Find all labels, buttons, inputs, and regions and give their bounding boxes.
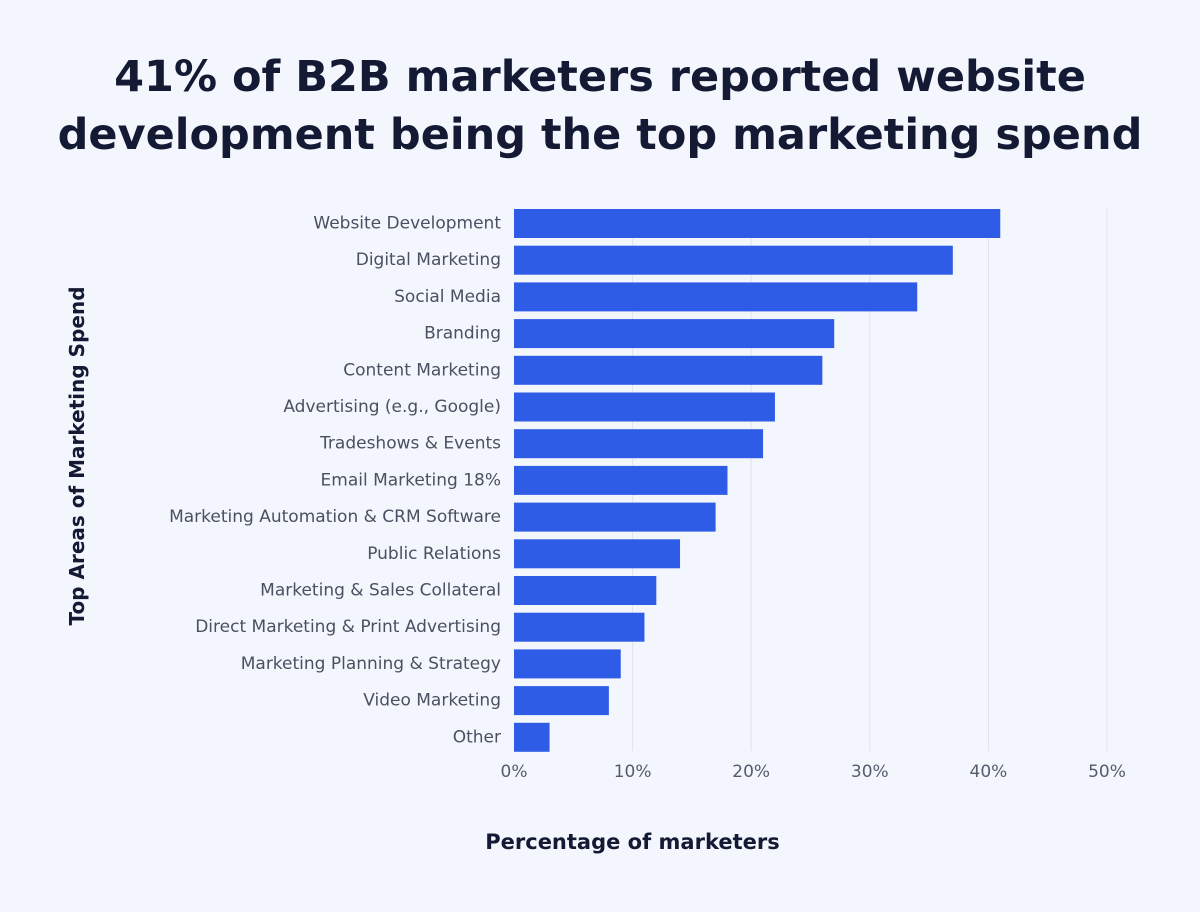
- x-axis-label: Percentage of marketers: [485, 830, 780, 854]
- category-label: Website Development: [313, 214, 501, 234]
- x-tick-label: 30%: [851, 762, 889, 782]
- bar: [514, 649, 621, 679]
- category-label: Direct Marketing & Print Advertising: [195, 617, 501, 637]
- category-label: Public Relations: [367, 544, 501, 564]
- category-label: Marketing & Sales Collateral: [260, 581, 501, 601]
- x-tick-labels: 0% 10% 20% 30% 40% 50%: [501, 762, 1126, 782]
- category-label: Video Marketing: [363, 691, 501, 711]
- bar: [514, 209, 1001, 238]
- category-label: Other: [453, 727, 501, 747]
- bar: [514, 686, 609, 716]
- bar: [514, 245, 953, 275]
- x-tick-label: 50%: [1088, 762, 1126, 782]
- category-label: Advertising (e.g., Google): [283, 397, 501, 417]
- x-tick-label: 20%: [732, 762, 770, 782]
- bar: [514, 319, 835, 349]
- category-label: Email Marketing 18%: [321, 470, 501, 490]
- category-label: Branding: [424, 324, 501, 344]
- bar: [514, 576, 657, 605]
- x-tick-label: 0%: [501, 762, 528, 782]
- category-label: Marketing Planning & Strategy: [241, 654, 501, 674]
- bars: [514, 209, 1001, 752]
- bar: [514, 282, 918, 312]
- category-label: Content Marketing: [343, 360, 501, 380]
- bar: [514, 392, 775, 422]
- x-tick-label: 40%: [970, 762, 1008, 782]
- category-label: Tradeshows & Events: [319, 434, 501, 454]
- bar: [514, 465, 728, 495]
- chart-title: 41% of B2B marketers reported website de…: [57, 52, 1143, 160]
- bar: [514, 429, 764, 459]
- category-label: Marketing Automation & CRM Software: [169, 507, 501, 527]
- bar: [514, 722, 550, 752]
- x-tick-label: 10%: [614, 762, 652, 782]
- bar: [514, 502, 716, 532]
- bar: [514, 355, 823, 385]
- category-label: Digital Marketing: [356, 250, 501, 270]
- bar: [514, 612, 645, 642]
- category-labels: Website Development Digital Marketing Soci…: [169, 214, 501, 748]
- bar: [514, 539, 681, 569]
- category-label: Social Media: [394, 287, 501, 307]
